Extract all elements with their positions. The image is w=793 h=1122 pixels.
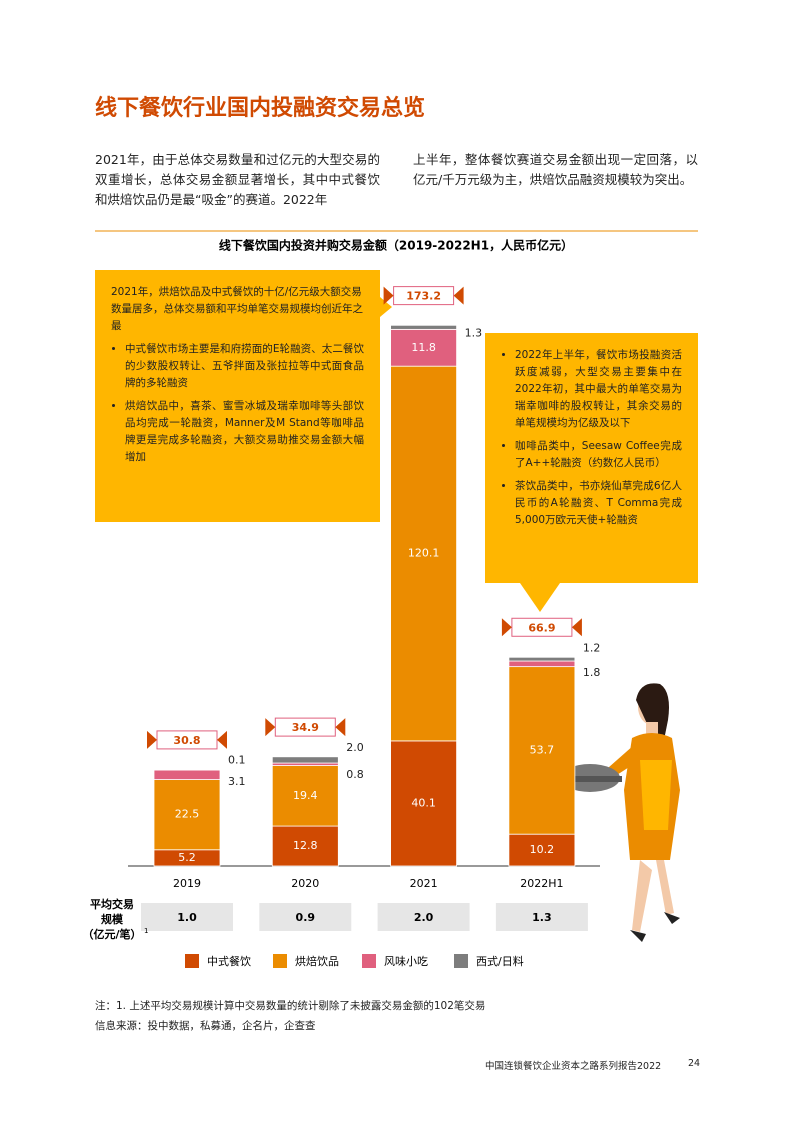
legend-label: 西式/日料	[476, 954, 524, 968]
callout: 2022年上半年，餐饮市场投融资活跃度减弱，大型交易主要集中在2022年初，其中…	[485, 333, 698, 583]
data-label: 1.3	[465, 326, 483, 339]
legend-label: 烘焙饮品	[295, 954, 339, 968]
bar-segment	[390, 740, 458, 867]
avg-box	[495, 903, 588, 931]
bar-segment	[153, 769, 221, 771]
note: 注：1. 上述平均交易规模计算中交易数量的统计剔除了未披露交易金额的102笔交易	[95, 1000, 486, 1012]
bar-segment	[390, 365, 458, 742]
data-label: 11.8	[411, 341, 436, 354]
total-arrow	[335, 718, 346, 737]
bar-segment	[508, 656, 576, 662]
data-label: 0.8	[346, 768, 364, 781]
bar-segment	[390, 328, 458, 367]
callout-pointer	[520, 583, 560, 612]
total-arrow	[453, 286, 464, 305]
x-tick-label: 2020	[291, 877, 319, 890]
data-label: 0.1	[228, 754, 246, 767]
bar-segment	[153, 769, 221, 780]
avg-value: 0.9	[296, 911, 316, 924]
data-label: 1.2	[583, 641, 601, 654]
bar-segment	[271, 765, 339, 827]
x-tick-label: 2021	[410, 877, 438, 890]
data-label: 5.2	[178, 851, 196, 864]
total-arrow	[501, 618, 512, 637]
bar-segment	[390, 324, 458, 330]
data-label: 3.1	[228, 775, 246, 788]
avg-value: 1.0	[177, 911, 197, 924]
callout-bullet: 2022年上半年，餐饮市场投融资活跃度减弱，大型交易主要集中在2022年初，其中…	[515, 347, 682, 432]
avg-box	[141, 903, 233, 931]
bar-segment	[508, 833, 576, 867]
callout-pointer	[380, 297, 392, 317]
total-arrow	[265, 718, 276, 737]
total-arrow	[383, 286, 394, 305]
total-label: 34.9	[292, 721, 319, 734]
callout-bullet: 茶饮品类中，书亦烧仙草完成6亿人民币的A轮融资、T Comma完成5,000万欧…	[515, 478, 682, 529]
data-label: 22.5	[175, 808, 200, 821]
avg-box	[259, 903, 352, 931]
callout-bullet: 烘焙饮品中，喜茶、蜜雪冰城及瑞幸咖啡等头部饮品均完成一轮融资，Manner及M …	[125, 398, 364, 466]
total-arrow	[147, 730, 157, 749]
x-tick-label: 2019	[173, 877, 201, 890]
total-arrow	[571, 618, 582, 637]
bar-segment	[271, 756, 339, 764]
page-title: 线下餐饮行业国内投融资交易总览	[95, 96, 426, 121]
data-label: 2.0	[346, 741, 364, 754]
total-label: 173.2	[406, 290, 441, 303]
total-label: 30.8	[173, 734, 200, 747]
legend-swatch	[454, 954, 468, 968]
total-label: 66.9	[528, 621, 555, 634]
data-label: 120.1	[408, 547, 440, 560]
bar-segment	[508, 666, 576, 835]
callout: 2021年，烘焙饮品及中式餐饮的十亿/亿元级大额交易数量居多，总体交易额和平均单…	[95, 270, 380, 522]
avg-label: 规模	[101, 912, 124, 926]
chart-title: 线下餐饮国内投资并购交易金额（2019-2022H1，人民币亿元）	[219, 238, 573, 253]
data-label: 10.2	[530, 843, 555, 856]
bar-segment	[271, 825, 339, 867]
avg-label: 平均交易	[90, 897, 134, 911]
legend-label: 中式餐饮	[207, 954, 251, 968]
x-tick-label: 2022H1	[520, 877, 563, 890]
legend-swatch	[273, 954, 287, 968]
avg-value: 1.3	[532, 911, 552, 924]
legend-swatch	[362, 954, 376, 968]
footnote-mark: 1	[144, 927, 148, 935]
intro-text: 上半年，整体餐饮赛道交易金额出现一定回落，以亿元/千万元级为主，烘焙饮品融资规模…	[413, 152, 698, 187]
data-label: 19.4	[293, 789, 318, 802]
avg-box	[377, 903, 470, 931]
callout-bullet: 咖啡品类中，Seesaw Coffee完成了A++轮融资（约数亿人民币）	[515, 438, 682, 472]
callout-list: 中式餐饮市场主要是和府捞面的E轮融资、太二餐饮的少数股权转让、五爷拌面及张拉拉等…	[111, 341, 364, 466]
note: 信息来源：投中数据，私募通，企名片，企查查	[95, 1020, 316, 1032]
footer-report: 中国连锁餐饮企业资本之路系列报告2022	[485, 1061, 662, 1072]
data-label: 1.8	[583, 666, 601, 679]
data-label: 40.1	[411, 796, 436, 809]
page-number: 24	[688, 1058, 701, 1069]
callout-heading: 2021年，烘焙饮品及中式餐饮的十亿/亿元级大额交易数量居多，总体交易额和平均单…	[111, 286, 363, 332]
callout-list: 2022年上半年，餐饮市场投融资活跃度减弱，大型交易主要集中在2022年初，其中…	[501, 347, 682, 529]
total-arrow	[217, 730, 227, 749]
intro-text: 2021年，由于总体交易数量和过亿元的大型交易的双重增长，总体交易金额显著增长，…	[95, 152, 380, 207]
avg-label: （亿元/笔）	[82, 927, 141, 941]
legend-label: 风味小吃	[384, 955, 428, 968]
data-label: 53.7	[530, 743, 555, 756]
legend-swatch	[185, 954, 199, 968]
bar-segment	[508, 660, 576, 668]
callout-bullet: 中式餐饮市场主要是和府捞面的E轮融资、太二餐饮的少数股权转让、五爷拌面及张拉拉等…	[125, 341, 364, 392]
avg-value: 2.0	[414, 911, 434, 924]
data-label: 12.8	[293, 839, 318, 852]
